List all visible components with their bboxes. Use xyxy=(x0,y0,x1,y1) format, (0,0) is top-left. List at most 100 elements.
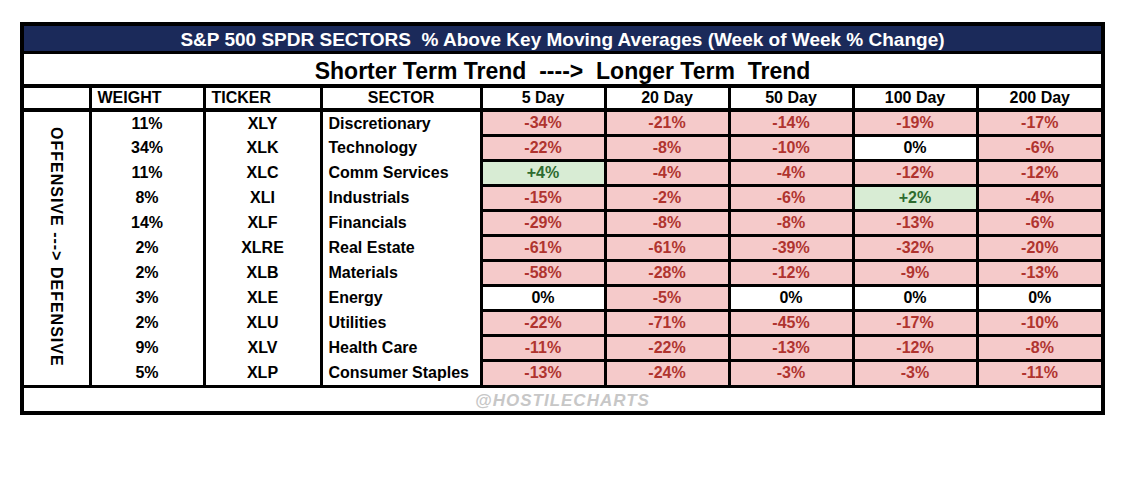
sector-row: OFFENSIVE ---> DEFENSIVE11%XLYDiscretion… xyxy=(24,110,1101,135)
ticker-cell: XLRE xyxy=(204,235,321,260)
sector-performance-table: S&P 500 SPDR SECTORS % Above Key Moving … xyxy=(20,22,1105,415)
ticker-cell: XLY xyxy=(204,110,321,135)
value-cell: -61% xyxy=(605,235,729,260)
value-cell: -4% xyxy=(977,185,1101,210)
value-cell: -12% xyxy=(853,160,977,185)
sector-row: 14%XLFFinancials-29%-8%-8%-13%-6% xyxy=(24,210,1101,235)
ticker-cell: XLP xyxy=(204,360,321,385)
weight-cell: 9% xyxy=(90,335,204,360)
value-cell: -21% xyxy=(605,110,729,135)
value-cell: -28% xyxy=(605,260,729,285)
trend-subtitle: Shorter Term Trend ----> Longer Term Tre… xyxy=(24,54,1101,88)
value-cell: -58% xyxy=(481,260,605,285)
sector-row: 5%XLPConsumer Staples-13%-24%-3%-3%-11% xyxy=(24,360,1101,385)
value-cell: -6% xyxy=(977,210,1101,235)
col-header-20day: 20 Day xyxy=(605,88,729,110)
weight-cell: 14% xyxy=(90,210,204,235)
col-header-100day: 100 Day xyxy=(853,88,977,110)
value-cell: -2% xyxy=(605,185,729,210)
weight-cell: 8% xyxy=(90,185,204,210)
value-cell: -10% xyxy=(977,310,1101,335)
value-cell: -13% xyxy=(977,260,1101,285)
value-cell: -45% xyxy=(729,310,853,335)
value-cell: -39% xyxy=(729,235,853,260)
sector-row: 2%XLREReal Estate-61%-61%-39%-32%-20% xyxy=(24,235,1101,260)
ticker-cell: XLK xyxy=(204,135,321,160)
value-cell: +2% xyxy=(853,185,977,210)
value-cell: -17% xyxy=(977,110,1101,135)
sector-cell: Utilities xyxy=(321,310,481,335)
sector-row: 8%XLIIndustrials-15%-2%-6%+2%-4% xyxy=(24,185,1101,210)
header-row: WEIGHT TICKER SECTOR 5 Day 20 Day 50 Day… xyxy=(24,88,1101,110)
table-title: S&P 500 SPDR SECTORS % Above Key Moving … xyxy=(24,26,1101,54)
ticker-cell: XLE xyxy=(204,285,321,310)
weight-cell: 11% xyxy=(90,110,204,135)
watermark: @HOSTILECHARTS xyxy=(24,385,1101,411)
value-cell: -34% xyxy=(481,110,605,135)
value-cell: 0% xyxy=(853,285,977,310)
value-cell: -22% xyxy=(481,310,605,335)
value-cell: -14% xyxy=(729,110,853,135)
sector-cell: Real Estate xyxy=(321,235,481,260)
sector-cell: Financials xyxy=(321,210,481,235)
value-cell: 0% xyxy=(853,135,977,160)
sector-row: 2%XLBMaterials-58%-28%-12%-9%-13% xyxy=(24,260,1101,285)
value-cell: -4% xyxy=(605,160,729,185)
value-cell: +4% xyxy=(481,160,605,185)
ticker-cell: XLI xyxy=(204,185,321,210)
offensive-defensive-axis-label: OFFENSIVE ---> DEFENSIVE xyxy=(47,127,65,367)
value-cell: -6% xyxy=(729,185,853,210)
weight-cell: 2% xyxy=(90,260,204,285)
value-cell: -10% xyxy=(729,135,853,160)
ticker-cell: XLB xyxy=(204,260,321,285)
weight-cell: 34% xyxy=(90,135,204,160)
value-cell: -8% xyxy=(729,210,853,235)
weight-cell: 2% xyxy=(90,310,204,335)
weight-cell: 11% xyxy=(90,160,204,185)
col-header-weight: WEIGHT xyxy=(90,88,204,110)
value-cell: -17% xyxy=(853,310,977,335)
corner-cell xyxy=(24,88,90,110)
value-cell: -11% xyxy=(481,335,605,360)
sector-row: 9%XLVHealth Care-11%-22%-13%-12%-8% xyxy=(24,335,1101,360)
value-cell: -61% xyxy=(481,235,605,260)
value-cell: -71% xyxy=(605,310,729,335)
value-cell: -5% xyxy=(605,285,729,310)
ticker-cell: XLU xyxy=(204,310,321,335)
sector-cell: Health Care xyxy=(321,335,481,360)
value-cell: -3% xyxy=(729,360,853,385)
sector-cell: Comm Services xyxy=(321,160,481,185)
value-cell: -15% xyxy=(481,185,605,210)
value-cell: -13% xyxy=(481,360,605,385)
value-cell: -19% xyxy=(853,110,977,135)
sector-cell: Energy xyxy=(321,285,481,310)
offensive-defensive-axis-cell: OFFENSIVE ---> DEFENSIVE xyxy=(24,110,90,385)
sector-cell: Materials xyxy=(321,260,481,285)
value-cell: -32% xyxy=(853,235,977,260)
value-cell: -13% xyxy=(729,335,853,360)
weight-cell: 5% xyxy=(90,360,204,385)
col-header-sector: SECTOR xyxy=(321,88,481,110)
sector-row: 3%XLEEnergy0%-5%0%0%0% xyxy=(24,285,1101,310)
col-header-50day: 50 Day xyxy=(729,88,853,110)
value-cell: 0% xyxy=(729,285,853,310)
value-cell: -12% xyxy=(853,335,977,360)
weight-cell: 3% xyxy=(90,285,204,310)
value-cell: -4% xyxy=(729,160,853,185)
col-header-5day: 5 Day xyxy=(481,88,605,110)
value-cell: -24% xyxy=(605,360,729,385)
value-cell: -3% xyxy=(853,360,977,385)
value-cell: 0% xyxy=(977,285,1101,310)
value-cell: -22% xyxy=(605,335,729,360)
sector-row: 34%XLKTechnology-22%-8%-10%0%-6% xyxy=(24,135,1101,160)
col-header-ticker: TICKER xyxy=(204,88,321,110)
col-header-200day: 200 Day xyxy=(977,88,1101,110)
value-cell: -12% xyxy=(977,160,1101,185)
value-cell: -11% xyxy=(977,360,1101,385)
sector-grid: WEIGHT TICKER SECTOR 5 Day 20 Day 50 Day… xyxy=(24,88,1101,385)
sector-cell: Discretionary xyxy=(321,110,481,135)
value-cell: 0% xyxy=(481,285,605,310)
value-cell: -20% xyxy=(977,235,1101,260)
value-cell: -8% xyxy=(977,335,1101,360)
ticker-cell: XLC xyxy=(204,160,321,185)
